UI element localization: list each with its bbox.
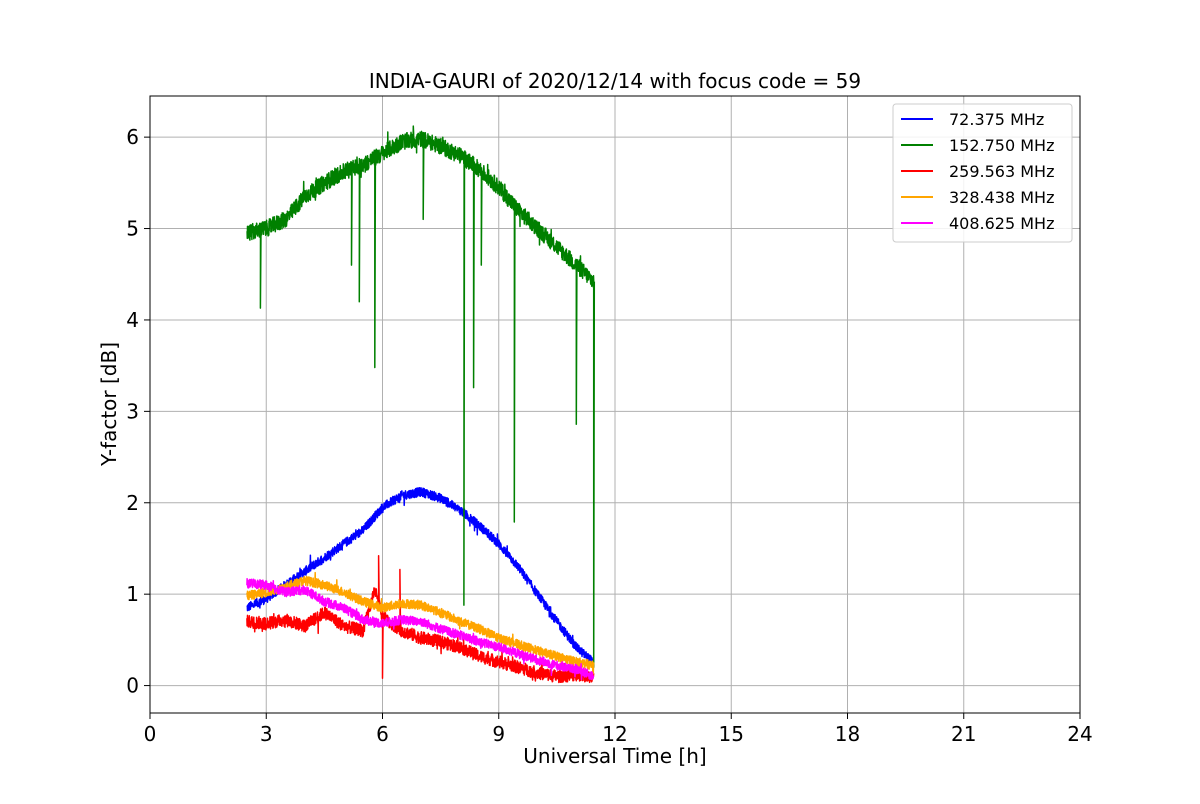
- y-tick-label: 3: [126, 399, 139, 423]
- chart-title: INDIA-GAURI of 2020/12/14 with focus cod…: [369, 69, 861, 93]
- legend-label-2: 259.563 MHz: [949, 162, 1054, 181]
- legend-label-1: 152.750 MHz: [949, 136, 1054, 155]
- x-tick-label: 24: [1067, 722, 1092, 746]
- x-tick-label: 12: [602, 722, 627, 746]
- series-line-0: [246, 487, 595, 667]
- x-tick-label: 21: [951, 722, 976, 746]
- series-line-1: [246, 125, 596, 669]
- series-line-4: [246, 577, 595, 681]
- legend-label-0: 72.375 MHz: [949, 110, 1044, 129]
- y-tick-label: 4: [126, 308, 139, 332]
- legend-label-4: 408.625 MHz: [949, 214, 1054, 233]
- series-line-2: [246, 555, 595, 684]
- x-tick-label: 18: [835, 722, 860, 746]
- x-tick-label: 0: [144, 722, 157, 746]
- x-axis-label: Universal Time [h]: [523, 744, 706, 768]
- y-tick-label: 0: [126, 674, 139, 698]
- y-tick-label: 1: [126, 582, 139, 606]
- x-tick-label: 9: [492, 722, 505, 746]
- x-tick-label: 3: [260, 722, 273, 746]
- x-tick-label: 15: [719, 722, 744, 746]
- series-line-3: [246, 571, 595, 675]
- y-tick-label: 2: [126, 491, 139, 515]
- legend: 72.375 MHz 152.750 MHz 259.563 MHz 328.438 …: [892, 103, 1073, 243]
- x-tick-label: 6: [376, 722, 389, 746]
- legend-label-3: 328.438 MHz: [949, 188, 1054, 207]
- y-axis-label: Y-factor [dB]: [97, 342, 121, 467]
- y-tick-label: 6: [126, 125, 139, 149]
- legend-box: [892, 103, 1073, 243]
- y-tick-label: 5: [126, 217, 139, 241]
- series-layer: [246, 125, 596, 684]
